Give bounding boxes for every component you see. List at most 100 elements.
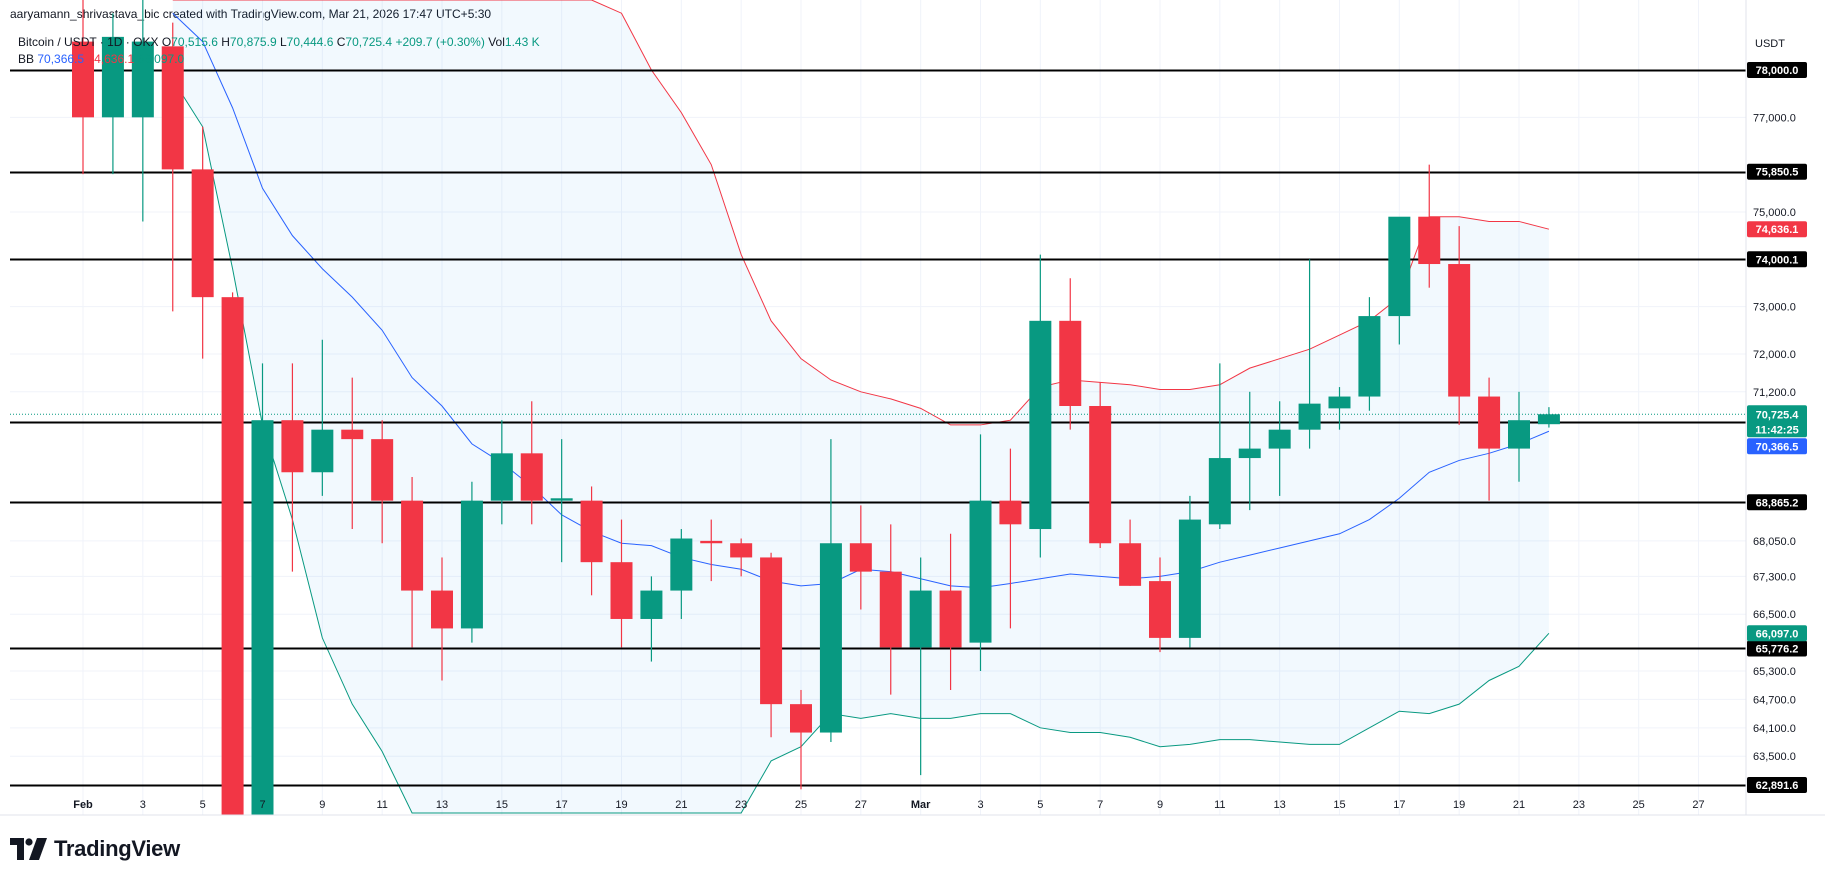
- level-price-tag[interactable]: [1747, 251, 1807, 268]
- candlestick[interactable]: [460, 481, 483, 643]
- candlestick[interactable]: [490, 420, 513, 525]
- candlestick[interactable]: [1418, 164, 1441, 288]
- candlestick[interactable]: [640, 576, 663, 662]
- candlestick[interactable]: [1298, 259, 1321, 449]
- candlestick[interactable]: [999, 448, 1022, 629]
- candle-body: [161, 46, 184, 170]
- last-price-tag[interactable]: [1747, 405, 1807, 438]
- level-price-tag[interactable]: [1747, 494, 1807, 511]
- candlestick[interactable]: [311, 339, 334, 496]
- candlestick[interactable]: [1208, 363, 1231, 530]
- legend-symbol[interactable]: Bitcoin / USDT · 1D · OKX: [18, 35, 159, 49]
- candlestick[interactable]: [700, 519, 723, 582]
- candle-body: [1418, 216, 1441, 265]
- candlestick[interactable]: [819, 439, 842, 743]
- date-axis-label: 17: [556, 799, 568, 811]
- candle-body: [1508, 420, 1530, 449]
- candlestick[interactable]: [281, 363, 304, 572]
- candlestick[interactable]: [879, 524, 902, 695]
- candlestick[interactable]: [1029, 254, 1052, 558]
- date-axis-label: 15: [1333, 799, 1345, 811]
- candlestick[interactable]: [610, 519, 633, 648]
- bollinger-upper-line: [172, 0, 1550, 426]
- date-axis-label: 9: [1157, 799, 1163, 811]
- candle-body: [1119, 543, 1142, 586]
- candlestick[interactable]: [1059, 278, 1082, 430]
- candlestick[interactable]: [760, 552, 783, 738]
- candle-body: [1358, 316, 1381, 397]
- legend-close-label: C: [336, 35, 346, 49]
- candlestick[interactable]: [371, 420, 394, 544]
- candle-body: [580, 500, 603, 563]
- candlestick[interactable]: [849, 505, 872, 610]
- candlestick[interactable]: [401, 476, 424, 648]
- candle-body: [1388, 216, 1411, 317]
- candlestick[interactable]: [1388, 216, 1411, 345]
- bb-upper-price-tag[interactable]: [1747, 221, 1807, 238]
- chart-grid: [10, 0, 1746, 815]
- level-price-tag-label: 68,865.2: [1756, 497, 1799, 509]
- candlestick[interactable]: [969, 434, 992, 672]
- candlestick[interactable]: [1448, 226, 1471, 425]
- candlestick[interactable]: [730, 538, 753, 577]
- legend-bb-label[interactable]: BB: [18, 52, 35, 66]
- candle-body: [1059, 320, 1082, 407]
- price-axis-tick-label: 66,500.0: [1753, 609, 1796, 621]
- level-price-tag[interactable]: [1747, 163, 1807, 180]
- date-axis-label: 13: [436, 799, 448, 811]
- candlestick[interactable]: [251, 363, 274, 815]
- candlestick[interactable]: [1089, 382, 1112, 548]
- date-axis-label: 5: [200, 799, 206, 811]
- candle-body: [1268, 429, 1291, 449]
- candlestick[interactable]: [1149, 557, 1171, 653]
- price-axis-tick-label: 68,050.0: [1753, 536, 1796, 548]
- candle-body: [371, 439, 394, 501]
- date-axis-label: 27: [1692, 799, 1704, 811]
- candlestick[interactable]: [1358, 297, 1381, 411]
- bb-lower-price-tag-label: 66,097.0: [1756, 628, 1799, 640]
- price-axis: USDT: [1745, 0, 1785, 815]
- candlestick[interactable]: [1119, 519, 1142, 586]
- candlestick[interactable]: [1178, 495, 1201, 648]
- date-axis-label: 25: [795, 799, 807, 811]
- candlestick[interactable]: [431, 557, 453, 681]
- bb-lower-price-tag[interactable]: [1747, 625, 1807, 642]
- candlestick[interactable]: [790, 689, 812, 790]
- candlestick[interactable]: [131, 0, 154, 222]
- candlestick[interactable]: [1508, 391, 1530, 482]
- candlestick[interactable]: [580, 486, 603, 596]
- date-axis-label: 25: [1633, 799, 1645, 811]
- candlestick[interactable]: [1238, 391, 1261, 511]
- legend-volume-value: 1.43 K: [504, 35, 540, 49]
- candlestick[interactable]: [550, 439, 573, 563]
- tradingview-logo-icon: [10, 838, 47, 860]
- candlestick[interactable]: [221, 292, 244, 815]
- axis-currency-label[interactable]: USDT: [1755, 38, 1785, 50]
- candlestick[interactable]: [909, 557, 932, 776]
- candlestick[interactable]: [341, 377, 364, 530]
- candle-body: [610, 562, 633, 619]
- candlestick[interactable]: [1268, 401, 1291, 496]
- candlestick[interactable]: [670, 529, 693, 619]
- date-axis-label: 21: [1513, 799, 1525, 811]
- legend-bb-basis: 70,366.5: [37, 52, 85, 66]
- candlestick[interactable]: [1537, 407, 1560, 428]
- candlestick[interactable]: [939, 533, 962, 690]
- candlestick[interactable]: [72, 0, 94, 175]
- price-axis-tick-label: 63,500.0: [1753, 751, 1796, 763]
- candlestick[interactable]: [191, 126, 214, 359]
- candlestick[interactable]: [161, 22, 184, 312]
- candlestick[interactable]: [1478, 377, 1501, 501]
- bb-basis-price-tag[interactable]: [1747, 438, 1807, 455]
- level-price-tag[interactable]: [1747, 62, 1807, 78]
- candlestick[interactable]: [520, 401, 543, 525]
- candle-body: [999, 500, 1022, 525]
- bb-upper-price-tag-label: 74,636.1: [1756, 224, 1799, 236]
- level-price-tag[interactable]: [1747, 640, 1807, 657]
- level-price-tag[interactable]: [1747, 777, 1807, 793]
- tradingview-logo[interactable]: TradingView: [10, 836, 180, 862]
- candle-body: [730, 543, 753, 558]
- candlestick[interactable]: [1328, 387, 1351, 430]
- candlestick[interactable]: [101, 13, 124, 175]
